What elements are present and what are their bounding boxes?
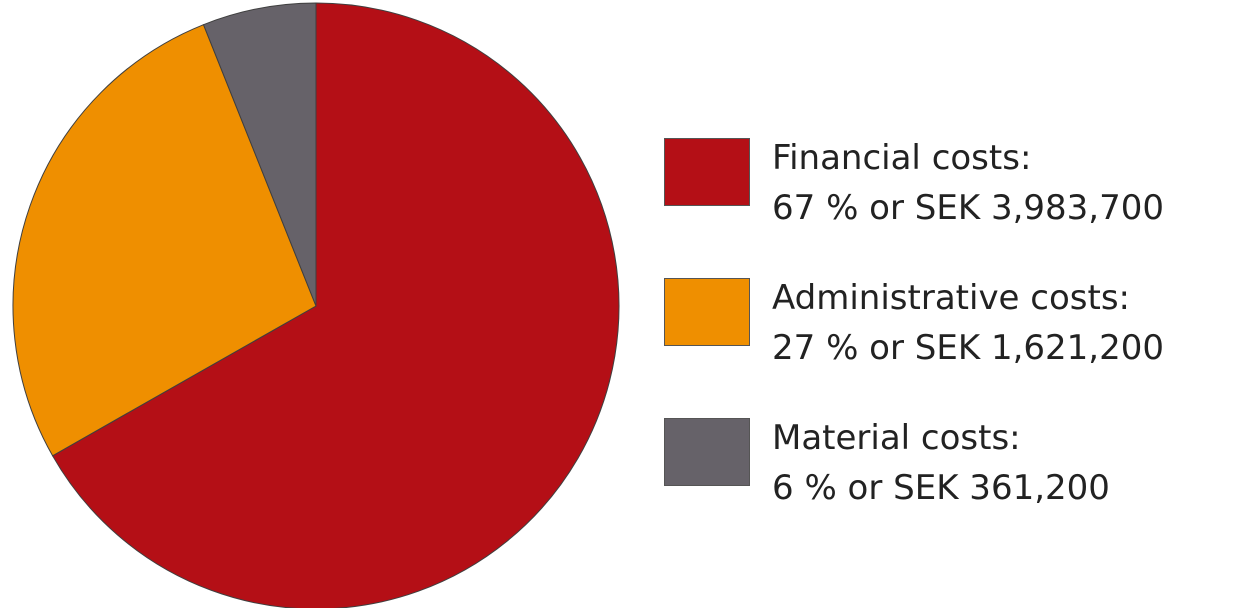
pie-chart: [12, 2, 620, 608]
legend-label-administrative-costs: Administrative costs:: [772, 278, 1130, 318]
legend-swatch-administrative-costs: [664, 278, 750, 346]
legend-swatch-material-costs: [664, 418, 750, 486]
legend-label-financial-costs: Financial costs:: [772, 138, 1032, 178]
pie-slice-material-costs: [202, 2, 317, 307]
legend-text-administrative-costs: Administrative costs: 27 % or SEK 1,621,…: [772, 273, 1164, 373]
legend-swatch-financial-costs: [664, 138, 750, 206]
legend-label-material-costs: Material costs:: [772, 418, 1021, 458]
legend-value-material-costs: 6 % or SEK 361,200: [772, 468, 1110, 508]
legend: Financial costs: 67 % or SEK 3,983,700 A…: [664, 133, 1224, 553]
legend-text-material-costs: Material costs: 6 % or SEK 361,200: [772, 413, 1110, 513]
pie-slice-financial-costs: [51, 2, 620, 608]
legend-item-administrative-costs: Administrative costs: 27 % or SEK 1,621,…: [664, 273, 1224, 413]
legend-value-financial-costs: 67 % or SEK 3,983,700: [772, 188, 1164, 228]
pie-slice-administrative-costs: [12, 24, 317, 457]
legend-item-material-costs: Material costs: 6 % or SEK 361,200: [664, 413, 1224, 553]
legend-text-financial-costs: Financial costs: 67 % or SEK 3,983,700: [772, 133, 1164, 233]
legend-value-administrative-costs: 27 % or SEK 1,621,200: [772, 328, 1164, 368]
pie-slices: [12, 2, 620, 608]
legend-item-financial-costs: Financial costs: 67 % or SEK 3,983,700: [664, 133, 1224, 273]
